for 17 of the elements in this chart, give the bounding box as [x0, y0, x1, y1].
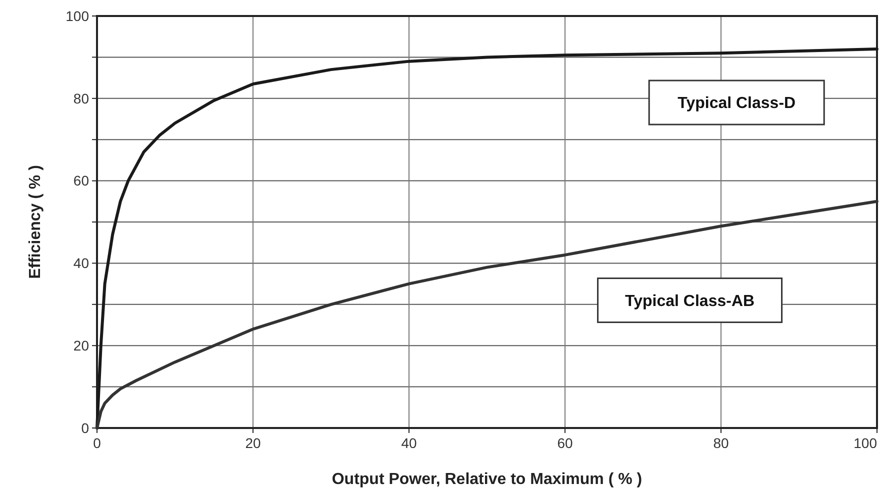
- x-tick-label: 60: [557, 435, 573, 451]
- y-tick-label: 100: [66, 8, 90, 24]
- x-tick-label: 0: [93, 435, 102, 451]
- y-tick-label: 80: [73, 90, 90, 106]
- x-tick-label: 100: [854, 435, 878, 451]
- y-tick-label: 60: [73, 172, 90, 189]
- label-box: Typical Class-AB: [597, 278, 783, 324]
- line-series: [96, 200, 878, 430]
- x-tick-label: 80: [713, 435, 729, 451]
- y-tick-label: 0: [81, 420, 90, 436]
- label-box: Typical Class-D: [648, 80, 825, 126]
- x-tick-label: 40: [401, 435, 417, 451]
- y-tick-label: 20: [73, 338, 90, 354]
- x-axis-title: Output Power, Relative to Maximum ( % ): [332, 471, 642, 488]
- y-axis-title: Efficiency ( % ): [27, 165, 44, 279]
- y-tick-label: 40: [73, 255, 90, 272]
- x-tick-label: 20: [245, 435, 261, 451]
